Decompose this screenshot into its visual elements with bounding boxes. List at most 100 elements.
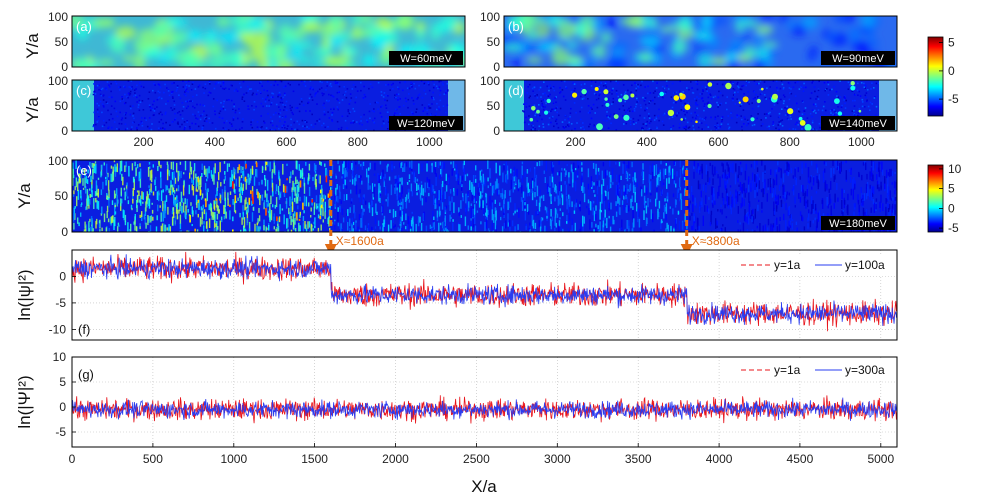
hm-e-streak [116, 188, 118, 196]
hm-d-speckle [741, 129, 743, 131]
hm-e-streak [791, 219, 794, 222]
hm-a-blob [291, 27, 306, 40]
hm-e-streak [544, 177, 546, 183]
hm-e-streak [475, 165, 477, 171]
hm-e-streak [435, 198, 437, 209]
hm-e-streak [315, 179, 317, 187]
hm-e-streak [112, 166, 114, 174]
hm-d-speckle [633, 108, 636, 110]
hm-d-speckle [663, 112, 666, 115]
hm-e-streak [545, 207, 548, 214]
hm-d-speckle [706, 90, 708, 92]
hm-d-speckle [571, 129, 573, 131]
hm-c-speckle [405, 100, 408, 103]
hm-e-streak [80, 175, 82, 181]
hm-e-streak [663, 205, 666, 212]
hm-d-speckle [676, 112, 679, 114]
hm-d-speckle [753, 90, 755, 93]
hm-e-hot [232, 229, 234, 232]
hm-c-speckle [176, 85, 179, 87]
hm-a-blob [110, 38, 126, 54]
hm-c-speckle [306, 121, 308, 123]
hm-c-speckle [185, 81, 187, 83]
hm-d-speckle [748, 103, 751, 105]
hm-d-speckle [803, 110, 806, 112]
hm-d-speckle [607, 127, 610, 129]
hm-e-streak [315, 184, 317, 190]
hm-a-blob [330, 16, 341, 31]
hm-e-streak [524, 208, 526, 212]
panel-e-ytick: 100 [48, 154, 68, 168]
hm-c-speckle [243, 100, 246, 102]
hm-e-streak [115, 166, 117, 172]
hm-e-streak [232, 216, 234, 222]
hm-e-streak [387, 193, 389, 201]
hm-e-streak [716, 170, 718, 173]
hm-e-streak [834, 193, 836, 203]
hm-c-speckle [232, 117, 235, 120]
hm-d-speckle [548, 86, 550, 89]
hm-d-speckle [599, 82, 602, 84]
hm-d-speckle [865, 96, 867, 99]
hm-e-streak [769, 178, 772, 188]
hm-c-speckle [100, 94, 103, 97]
hm-e-streak [676, 189, 679, 199]
hm-b-blob [724, 60, 743, 67]
hm-e-streak [403, 163, 406, 172]
hm-e-streak [77, 181, 79, 192]
hm-e-streak [737, 176, 739, 183]
hm-e-hot [265, 161, 268, 165]
hm-e-streak [787, 207, 790, 216]
hm-e-streak [822, 177, 825, 183]
hm-c-speckle [424, 108, 426, 111]
hm-d-hotspot [596, 123, 603, 131]
hm-e-streak [133, 177, 135, 183]
hm-c-speckle [352, 107, 354, 110]
hm-e-streak [892, 197, 894, 201]
hm-e-streak [106, 193, 108, 198]
hm-d-speckle [616, 93, 618, 95]
hm-e-streak [308, 186, 311, 197]
hm-e-streak [201, 193, 204, 199]
hm-e-streak [603, 201, 605, 212]
hm-e-streak [371, 207, 374, 217]
hm-e-streak [757, 204, 759, 212]
hm-c-speckle [304, 120, 306, 122]
hm-c-speckle [282, 96, 285, 99]
hm-a-blob [76, 24, 89, 41]
hm-e-streak [763, 186, 765, 195]
hm-e-streak [125, 161, 127, 168]
hm-c-speckle [201, 113, 204, 116]
hm-e-streak [197, 213, 199, 218]
hm-e-streak [216, 199, 218, 208]
hm-d-speckle [738, 99, 740, 102]
hm-d-speckle [615, 80, 617, 82]
hm-e-streak [105, 179, 107, 186]
hm-e-streak [292, 170, 294, 175]
hm-e-streak [308, 202, 310, 207]
panel-f-label: (f) [78, 322, 90, 337]
hm-e-streak [76, 196, 78, 207]
hm-e-streak [77, 217, 79, 224]
hm-d-speckle [542, 108, 545, 111]
hm-d-speckle [609, 113, 612, 116]
hm-e-streak [779, 196, 782, 199]
hm-e-streak [223, 161, 226, 164]
hm-e-streak [434, 168, 436, 175]
hm-c-speckle [412, 112, 414, 115]
hm-e-streak [570, 229, 572, 232]
hm-e-streak [539, 196, 541, 207]
hm-e-streak [878, 170, 881, 178]
hm-e-streak [791, 223, 793, 230]
hm-e-streak [713, 188, 715, 197]
hm-e-streak [775, 205, 778, 212]
hm-e-streak [456, 191, 458, 196]
hm-c-speckle [132, 115, 134, 117]
hm-d-speckle [870, 88, 872, 90]
hm-e-streak [319, 205, 322, 215]
hm-e-streak [259, 226, 262, 230]
hm-c-speckle [124, 86, 126, 88]
hm-d-speckle [580, 127, 582, 129]
hm-e-streak [664, 198, 666, 202]
